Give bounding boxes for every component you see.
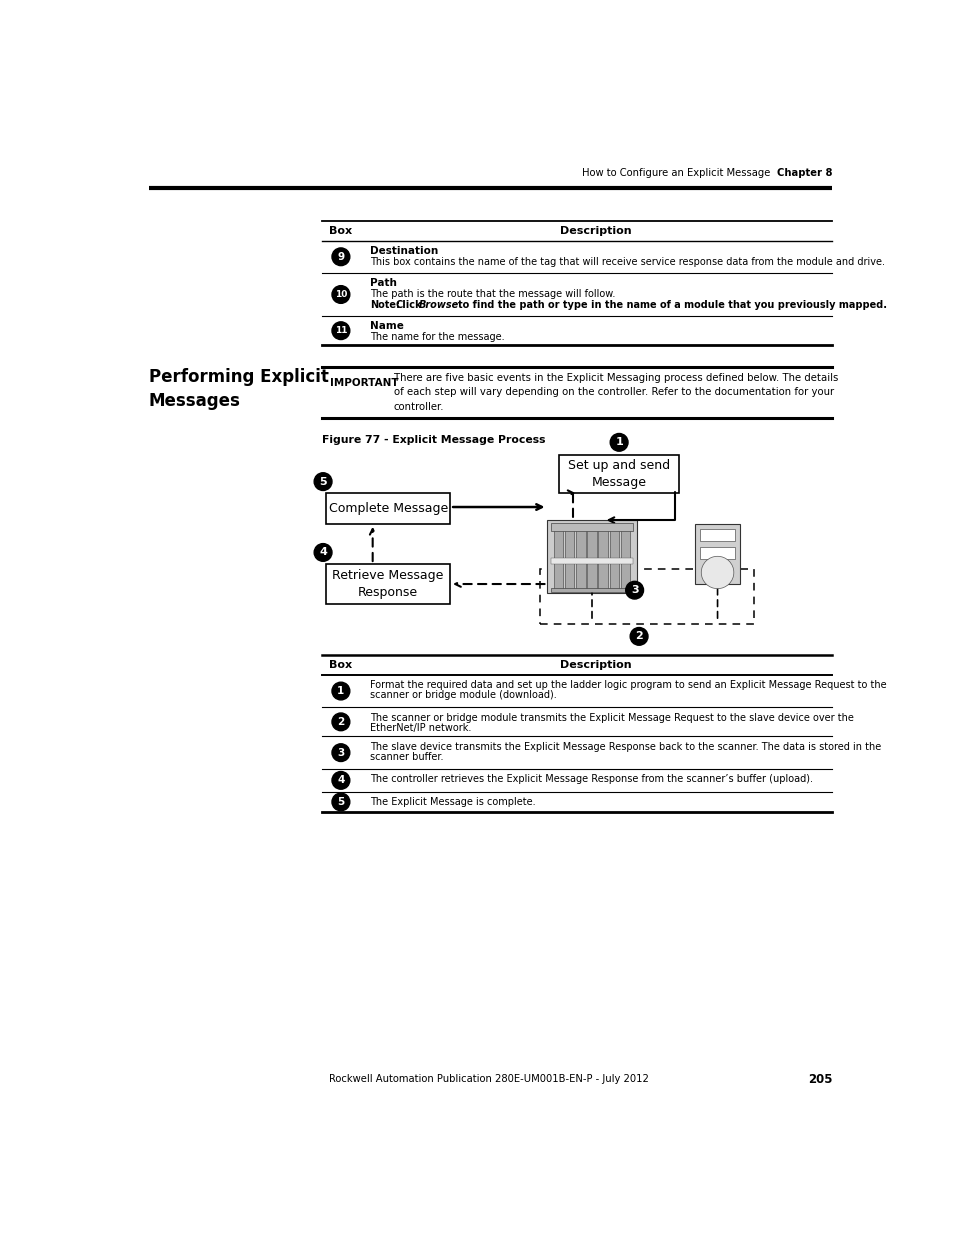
- Bar: [558, 454, 679, 493]
- Text: Performing Explicit
Messages: Performing Explicit Messages: [149, 368, 328, 410]
- Text: 3: 3: [337, 747, 344, 757]
- Text: The scanner or bridge module transmits the Explicit Message Request to the slave: The scanner or bridge module transmits t…: [370, 713, 853, 722]
- Text: Figure 77 - Explicit Message Process: Figure 77 - Explicit Message Process: [322, 435, 545, 445]
- Text: Destination: Destination: [370, 246, 438, 256]
- Text: 9: 9: [337, 252, 344, 262]
- Text: This box contains the name of the tag that will receive service response data fr: This box contains the name of the tag th…: [370, 257, 884, 267]
- Text: The path is the route that the message will follow.: The path is the route that the message w…: [370, 289, 615, 299]
- Text: Name: Name: [370, 321, 404, 331]
- Text: Note:: Note:: [370, 300, 400, 310]
- Text: Set up and send
Message: Set up and send Message: [567, 459, 670, 489]
- Bar: [564, 530, 574, 589]
- Text: There are five basic events in the Explicit Messaging process defined below. The: There are five basic events in the Expli…: [394, 373, 837, 411]
- Circle shape: [332, 285, 350, 304]
- Circle shape: [332, 743, 350, 762]
- Text: 11: 11: [335, 326, 347, 335]
- Text: Box: Box: [329, 659, 352, 669]
- Bar: [695, 524, 740, 584]
- Text: Rockwell Automation Publication 280E-UM001B-EN-P - July 2012: Rockwell Automation Publication 280E-UM0…: [329, 1074, 648, 1084]
- Text: Browse: Browse: [418, 300, 458, 310]
- Circle shape: [332, 772, 350, 789]
- Bar: [576, 530, 585, 589]
- Circle shape: [332, 713, 350, 731]
- Text: 3: 3: [630, 585, 638, 595]
- Bar: [550, 588, 633, 593]
- Text: 4: 4: [319, 547, 327, 557]
- Circle shape: [314, 543, 332, 561]
- Text: to find the path or type in the name of a module that you previously mapped.: to find the path or type in the name of …: [457, 300, 886, 310]
- Bar: [586, 530, 597, 589]
- Text: Description: Description: [559, 659, 631, 669]
- Bar: [553, 530, 562, 589]
- Bar: [547, 520, 636, 593]
- Text: 1: 1: [615, 437, 622, 447]
- Bar: [598, 530, 607, 589]
- Text: Click: Click: [395, 300, 422, 310]
- Text: 1: 1: [337, 687, 344, 697]
- Bar: [620, 530, 630, 589]
- Bar: [550, 524, 633, 531]
- Text: Description: Description: [559, 226, 631, 236]
- Text: The controller retrieves the Explicit Message Response from the scanner’s buffer: The controller retrieves the Explicit Me…: [370, 774, 813, 784]
- Text: scanner buffer.: scanner buffer.: [370, 752, 443, 762]
- Text: 205: 205: [807, 1073, 831, 1086]
- Text: 10: 10: [335, 290, 347, 299]
- Bar: [550, 558, 633, 564]
- Bar: [539, 568, 753, 624]
- Bar: [326, 493, 450, 524]
- Circle shape: [332, 322, 350, 340]
- Circle shape: [610, 433, 627, 451]
- Text: Path: Path: [370, 278, 396, 288]
- Text: 5: 5: [319, 477, 327, 487]
- Circle shape: [332, 682, 350, 700]
- Bar: [699, 529, 735, 541]
- Circle shape: [332, 793, 350, 811]
- Text: Complete Message: Complete Message: [328, 503, 447, 515]
- Text: Chapter 8: Chapter 8: [776, 168, 831, 178]
- Bar: [609, 530, 618, 589]
- Circle shape: [625, 582, 643, 599]
- Text: Box: Box: [329, 226, 352, 236]
- Text: Retrieve Message
Response: Retrieve Message Response: [333, 569, 443, 599]
- Text: EtherNet/IP network.: EtherNet/IP network.: [370, 722, 471, 732]
- FancyBboxPatch shape: [700, 556, 733, 589]
- Text: IMPORTANT: IMPORTANT: [330, 378, 398, 388]
- Circle shape: [332, 248, 350, 266]
- Text: 4: 4: [336, 776, 344, 785]
- Text: The slave device transmits the Explicit Message Response back to the scanner. Th: The slave device transmits the Explicit …: [370, 742, 881, 752]
- Text: How to Configure an Explicit Message: How to Configure an Explicit Message: [581, 168, 769, 178]
- Text: 2: 2: [635, 631, 642, 641]
- Text: 5: 5: [337, 797, 344, 806]
- Circle shape: [314, 473, 332, 490]
- Bar: [699, 547, 735, 559]
- Text: The Explicit Message is complete.: The Explicit Message is complete.: [370, 798, 536, 808]
- Text: Format the required data and set up the ladder logic program to send an Explicit: Format the required data and set up the …: [370, 680, 886, 690]
- Circle shape: [630, 627, 647, 645]
- Text: The name for the message.: The name for the message.: [370, 332, 504, 342]
- Bar: [326, 564, 450, 604]
- Text: scanner or bridge module (download).: scanner or bridge module (download).: [370, 690, 557, 700]
- Text: 2: 2: [337, 716, 344, 727]
